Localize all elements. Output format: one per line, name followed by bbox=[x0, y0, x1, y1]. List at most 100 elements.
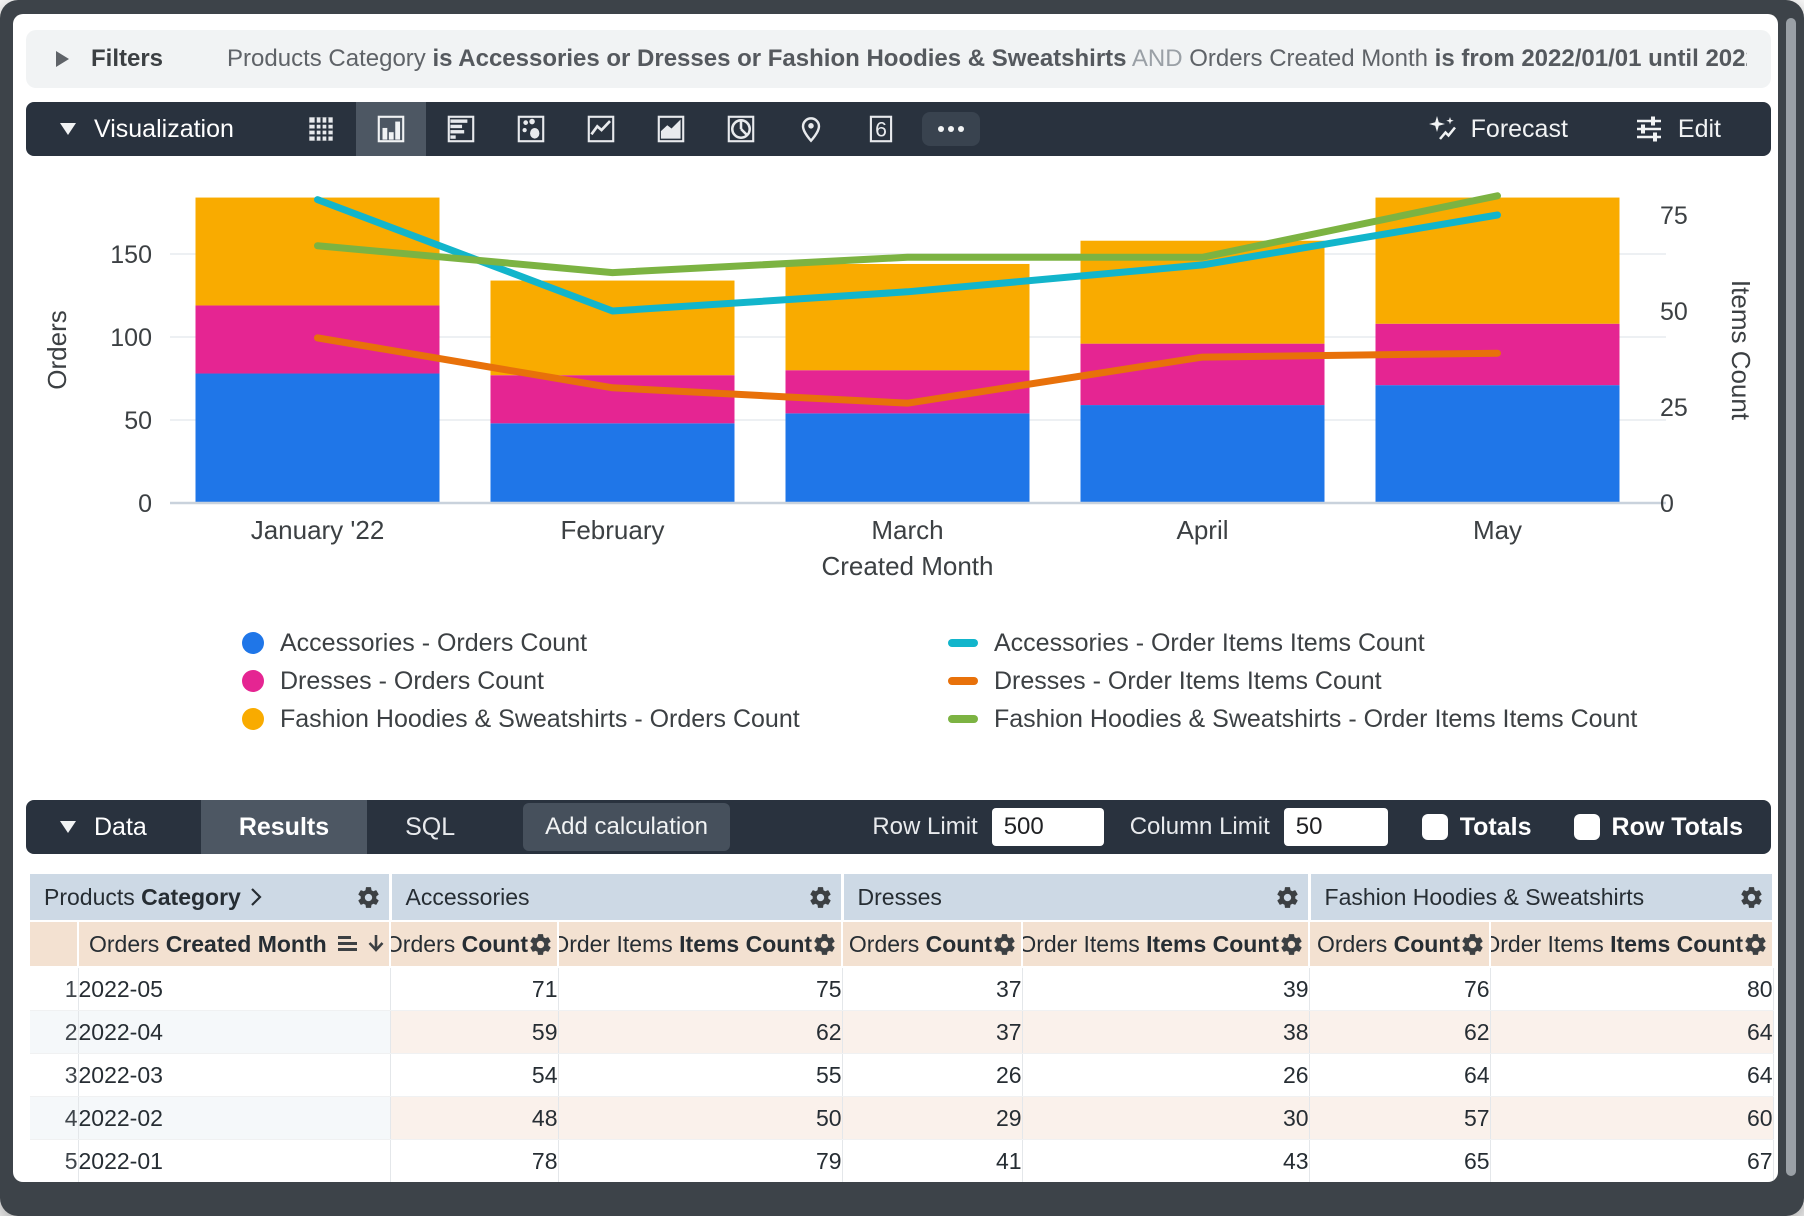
bar-segment[interactable] bbox=[195, 373, 440, 503]
map-pin-icon[interactable] bbox=[776, 102, 846, 156]
data-collapse-caret-icon[interactable] bbox=[60, 821, 76, 833]
sort-desc-arrow-icon[interactable] bbox=[363, 931, 389, 957]
totals-checkbox[interactable] bbox=[1421, 814, 1448, 840]
line-chart-icon[interactable] bbox=[566, 102, 636, 156]
bar-segment[interactable] bbox=[1375, 197, 1620, 324]
bar-segment[interactable] bbox=[1080, 405, 1325, 503]
header-measure[interactable]: Orders Count bbox=[1309, 921, 1492, 968]
cell-value[interactable]: 64 bbox=[1309, 1053, 1491, 1097]
bar-chart-icon[interactable] bbox=[426, 102, 496, 156]
cell-value[interactable]: 62 bbox=[1309, 1010, 1491, 1054]
filters-expand-caret-icon[interactable] bbox=[56, 51, 69, 67]
forecast-button[interactable]: Forecast bbox=[1427, 114, 1568, 144]
legend-item[interactable]: Fashion Hoodies & Sweatshirts - Orders C… bbox=[242, 705, 948, 733]
legend-item[interactable]: Fashion Hoodies & Sweatshirts - Order It… bbox=[948, 705, 1637, 733]
visualization-collapse-caret-icon[interactable] bbox=[60, 123, 76, 135]
area-chart-icon[interactable] bbox=[636, 102, 706, 156]
cell-month[interactable]: 2022-03 bbox=[78, 1053, 391, 1097]
table-chart-icon[interactable] bbox=[286, 102, 356, 156]
gear-icon[interactable] bbox=[356, 885, 381, 910]
cell-month[interactable]: 2022-02 bbox=[78, 1096, 391, 1140]
gear-icon[interactable] bbox=[1739, 885, 1764, 910]
cell-value[interactable]: 57 bbox=[1309, 1096, 1491, 1140]
legend-item[interactable]: Dresses - Order Items Items Count bbox=[948, 667, 1637, 695]
legend-item[interactable]: Accessories - Orders Count bbox=[242, 629, 948, 657]
line-series[interactable] bbox=[314, 196, 1501, 315]
bar-segment[interactable] bbox=[785, 263, 1030, 371]
scatter-chart-icon[interactable] bbox=[496, 102, 566, 156]
cell-value[interactable]: 50 bbox=[558, 1096, 843, 1140]
column-limit-input[interactable] bbox=[1283, 808, 1388, 846]
column-chart-icon[interactable] bbox=[355, 102, 426, 156]
row-totals-checkbox[interactable] bbox=[1573, 814, 1600, 840]
cell-value[interactable]: 60 bbox=[1490, 1096, 1774, 1140]
subtotals-icon[interactable] bbox=[335, 931, 361, 957]
legend-item[interactable]: Dresses - Orders Count bbox=[242, 667, 948, 695]
add-calculation-button[interactable]: Add calculation bbox=[523, 803, 730, 851]
cell-value[interactable]: 78 bbox=[390, 1139, 559, 1182]
cell-value[interactable]: 71 bbox=[390, 967, 559, 1011]
cell-value[interactable]: 79 bbox=[558, 1139, 843, 1182]
gear-icon[interactable] bbox=[812, 932, 837, 957]
cell-value[interactable]: 43 bbox=[1022, 1139, 1310, 1182]
more-options-icon[interactable] bbox=[916, 102, 986, 156]
cell-value[interactable]: 38 bbox=[1022, 1010, 1310, 1054]
tab-results[interactable]: Results bbox=[200, 800, 368, 854]
single-value-icon[interactable]: 6 bbox=[846, 102, 916, 156]
scrollbar-thumb[interactable] bbox=[1786, 18, 1796, 1176]
header-measure[interactable]: Order Items Items Count bbox=[1490, 921, 1775, 968]
cell-value[interactable]: 59 bbox=[390, 1010, 559, 1054]
header-measure[interactable]: Order Items Items Count bbox=[558, 921, 844, 968]
bar-segment[interactable] bbox=[785, 413, 1030, 503]
gear-icon[interactable] bbox=[992, 932, 1017, 957]
cell-value[interactable]: 75 bbox=[558, 967, 843, 1011]
tab-sql[interactable]: SQL bbox=[405, 812, 456, 841]
cell-value[interactable]: 39 bbox=[1022, 967, 1310, 1011]
edit-button[interactable]: Edit bbox=[1634, 114, 1721, 144]
cell-value[interactable]: 65 bbox=[1309, 1139, 1491, 1182]
gear-icon[interactable] bbox=[528, 932, 553, 957]
header-group-dresses[interactable]: Dresses bbox=[842, 874, 1311, 922]
cell-value[interactable]: 62 bbox=[558, 1010, 843, 1054]
cell-month[interactable]: 2022-05 bbox=[78, 967, 391, 1011]
gear-icon[interactable] bbox=[1275, 885, 1300, 910]
cell-value[interactable]: 54 bbox=[390, 1053, 559, 1097]
cell-month[interactable]: 2022-04 bbox=[78, 1010, 391, 1054]
header-products-category[interactable]: Products Category bbox=[30, 874, 392, 922]
header-measure[interactable]: Orders Count bbox=[842, 921, 1024, 968]
gear-icon[interactable] bbox=[1279, 932, 1304, 957]
header-measure[interactable]: Order Items Items Count bbox=[1022, 921, 1311, 968]
header-group-accessories[interactable]: Accessories bbox=[390, 874, 844, 922]
cell-value[interactable]: 64 bbox=[1490, 1053, 1774, 1097]
gear-icon[interactable] bbox=[1460, 932, 1485, 957]
cell-value[interactable]: 76 bbox=[1309, 967, 1491, 1011]
gear-icon[interactable] bbox=[808, 885, 833, 910]
cell-value[interactable]: 29 bbox=[842, 1096, 1023, 1140]
pie-chart-icon[interactable] bbox=[706, 102, 776, 156]
bar-segment[interactable] bbox=[1375, 385, 1620, 503]
bar-segment[interactable] bbox=[490, 375, 735, 424]
header-orders-created-month[interactable]: Orders Created Month bbox=[78, 921, 392, 968]
cell-value[interactable]: 80 bbox=[1490, 967, 1774, 1011]
legend-item[interactable]: Accessories - Order Items Items Count bbox=[948, 629, 1637, 657]
cell-value[interactable]: 26 bbox=[842, 1053, 1023, 1097]
cell-value[interactable]: 67 bbox=[1490, 1139, 1774, 1182]
line-series[interactable] bbox=[314, 334, 1501, 407]
cell-value[interactable]: 26 bbox=[1022, 1053, 1310, 1097]
row-limit-input[interactable] bbox=[991, 808, 1104, 846]
cell-month[interactable]: 2022-01 bbox=[78, 1139, 391, 1182]
header-measure[interactable]: Orders Count bbox=[390, 921, 560, 968]
gear-icon[interactable] bbox=[1743, 932, 1768, 957]
bar-segment[interactable] bbox=[490, 423, 735, 503]
header-group-fashion-hoodies[interactable]: Fashion Hoodies & Sweatshirts bbox=[1309, 874, 1775, 922]
cell-value[interactable]: 64 bbox=[1490, 1010, 1774, 1054]
filter-summary-text[interactable]: Products Category is Accessories or Dres… bbox=[227, 45, 1747, 73]
cell-value[interactable]: 48 bbox=[390, 1096, 559, 1140]
cell-value[interactable]: 41 bbox=[842, 1139, 1023, 1182]
cell-value[interactable]: 30 bbox=[1022, 1096, 1310, 1140]
cell-value[interactable]: 37 bbox=[842, 1010, 1023, 1054]
cell-value[interactable]: 37 bbox=[842, 967, 1023, 1011]
cell-value[interactable]: 55 bbox=[558, 1053, 843, 1097]
bar-segment[interactable] bbox=[490, 280, 735, 376]
line-series[interactable] bbox=[314, 192, 1501, 277]
